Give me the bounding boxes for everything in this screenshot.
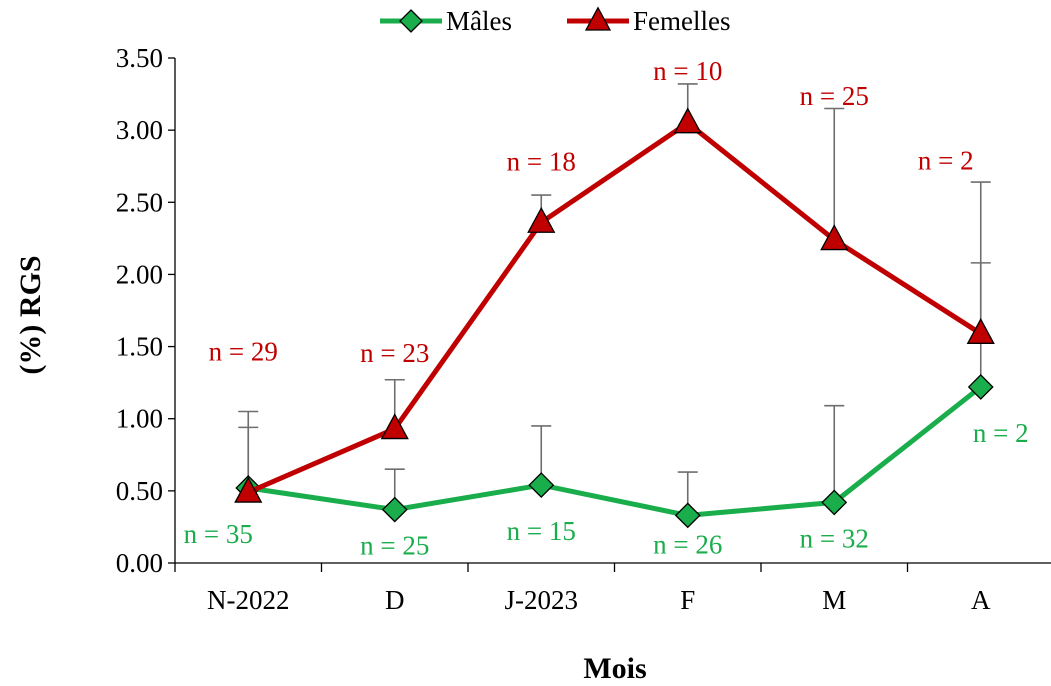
y-tick-label: 3.00 <box>116 115 163 145</box>
y-tick-label: 1.50 <box>116 332 163 362</box>
legend-label: Femelles <box>633 6 730 36</box>
data-point <box>820 224 849 251</box>
x-tick-label: D <box>385 585 405 615</box>
x-tick-label: A <box>971 585 991 615</box>
series-layer <box>234 107 995 529</box>
sample-size-label: n = 25 <box>800 81 869 111</box>
data-point <box>527 206 556 233</box>
sample-size-label: n = 25 <box>360 531 429 561</box>
sample-size-label: n = 32 <box>800 523 869 553</box>
legend: Mâles Femelles <box>380 6 730 36</box>
y-tick-label: 0.50 <box>116 476 163 506</box>
sample-size-labels: n = 35 n = 25 n = 15 n = 26 n = 32 n = 2 n = 2… <box>184 56 1029 561</box>
sample-size-label: n = 10 <box>653 56 722 86</box>
legend-item-1: Femelles <box>567 6 730 36</box>
data-point <box>234 476 263 503</box>
y-axis: 0.00 0.50 1.00 1.50 2.00 2.50 3.00 3.50 <box>116 43 176 578</box>
x-axis-title: Mois <box>583 652 646 685</box>
y-tick-label: 1.00 <box>116 404 163 434</box>
legend-marker <box>584 6 612 31</box>
sample-size-label: n = 15 <box>507 516 576 546</box>
y-tick-label: 3.50 <box>116 43 163 73</box>
legend-label: Mâles <box>446 6 512 36</box>
x-tick-label: F <box>680 585 695 615</box>
data-point <box>966 317 995 344</box>
data-point <box>381 496 408 523</box>
y-tick-label: 2.00 <box>116 259 163 289</box>
error-bars <box>238 83 991 516</box>
series-1 <box>234 107 995 503</box>
data-point <box>380 413 409 440</box>
sample-size-label: n = 35 <box>184 519 253 549</box>
series-0 <box>235 374 994 529</box>
y-axis-title: (%) RGS <box>14 255 47 374</box>
x-tick-label: N-2022 <box>207 585 290 615</box>
legend-item-0: Mâles <box>380 6 512 36</box>
sample-size-label: n = 2 <box>918 146 974 176</box>
sample-size-label: n = 23 <box>360 338 429 368</box>
x-tick-label: J-2023 <box>505 585 579 615</box>
data-point <box>821 489 848 516</box>
sample-size-label: n = 29 <box>209 336 278 366</box>
x-tick-label: M <box>822 585 846 615</box>
data-point <box>673 107 702 134</box>
y-tick-label: 2.50 <box>116 187 163 217</box>
y-tick-label: 0.00 <box>116 548 163 578</box>
sample-size-label: n = 2 <box>973 418 1029 448</box>
data-point <box>674 502 701 529</box>
sample-size-label: n = 18 <box>507 146 576 176</box>
series-line <box>247 120 983 495</box>
legend-marker <box>399 9 423 33</box>
data-point <box>967 374 994 400</box>
sample-size-label: n = 26 <box>653 529 722 559</box>
x-axis: N-2022 D J-2023 F M A <box>174 562 1051 615</box>
data-point <box>528 472 555 499</box>
series-line <box>247 385 983 518</box>
